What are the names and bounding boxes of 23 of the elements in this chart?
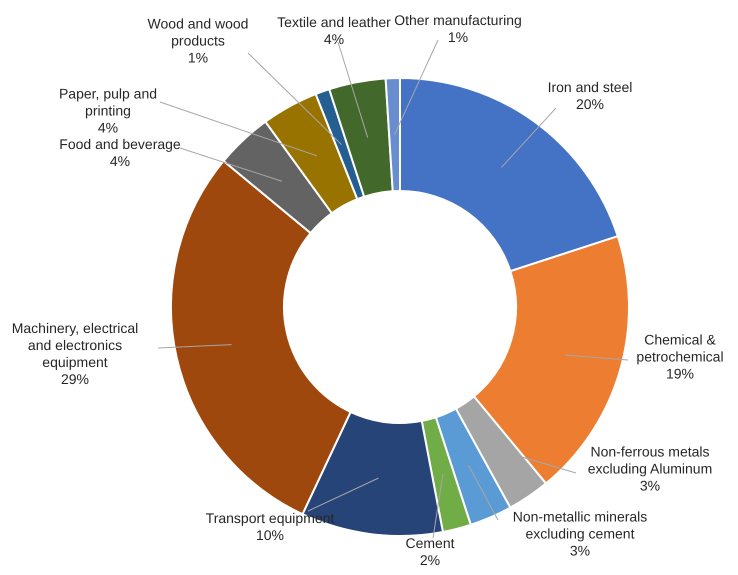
slice-label: Non-metallic minerals excluding cement <box>512 508 648 542</box>
slice-label: Wood and wood products <box>148 16 248 49</box>
slice-label: Iron and steel <box>548 79 632 96</box>
data-label: 10% <box>256 527 284 544</box>
slice-label: Other manufacturing <box>394 12 522 28</box>
data-label: 29% <box>60 371 90 388</box>
data-label: 3% <box>640 478 660 494</box>
slice-label: Non-ferrous metals excluding Aluminum <box>588 444 712 477</box>
slice-label: Chemical & petrochemical <box>636 332 724 365</box>
data-label: 1% <box>448 29 468 46</box>
slice-label: Cement <box>405 535 455 552</box>
slice-label: Food and beverage <box>59 136 181 152</box>
data-label: 1% <box>188 50 208 66</box>
data-label: 20% <box>576 96 604 112</box>
data-label: 4% <box>324 31 344 48</box>
data-label: 19% <box>666 366 694 382</box>
slice-label: Machinery, electrical and electronics equipment <box>12 320 138 370</box>
data-label: 3% <box>570 542 590 559</box>
data-label: 4% <box>110 153 130 170</box>
data-label: 4% <box>98 120 118 136</box>
data-label: 2% <box>420 552 440 568</box>
slice-label: Paper, pulp and printing <box>58 86 158 119</box>
slice-label: Textile and leather <box>277 14 392 30</box>
